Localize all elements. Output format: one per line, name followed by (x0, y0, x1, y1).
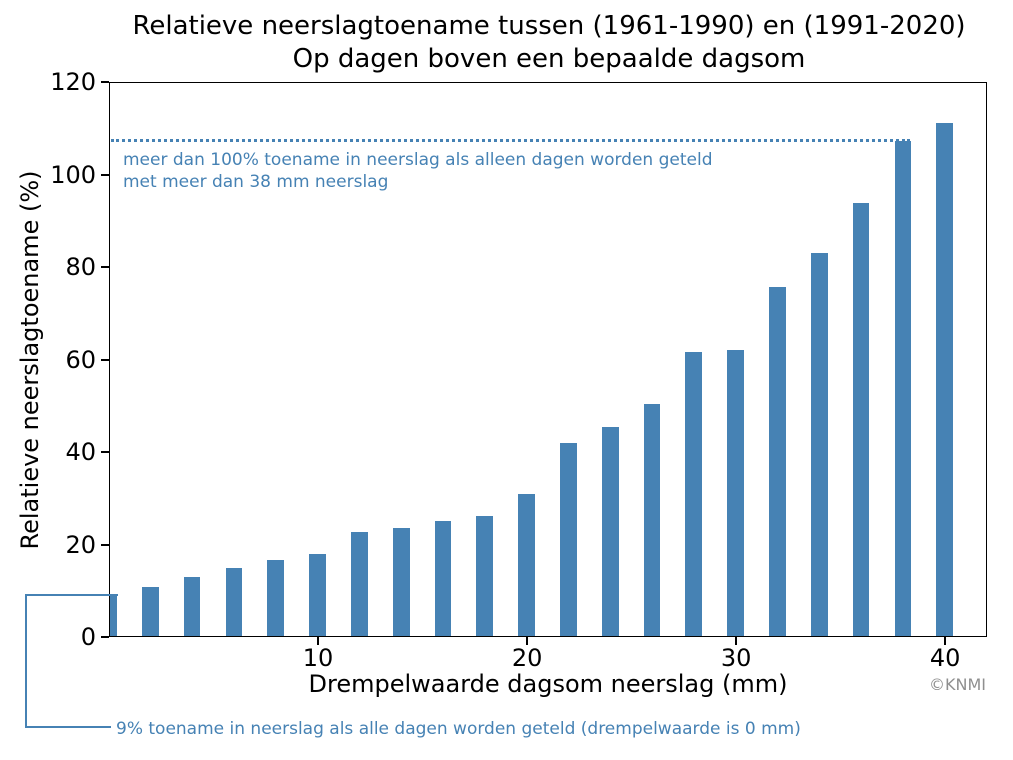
threshold-dotted-line (111, 139, 910, 143)
y-tick-label-0: 0 (80, 623, 96, 651)
y-tick-mark-80 (101, 266, 109, 268)
bar-30mm (727, 350, 744, 636)
x-tick-mark-20 (526, 637, 529, 645)
callout-bracket-bottom-line (25, 726, 111, 728)
chart-title-line2: Op dagen boven een bepaalde dagsom (292, 44, 806, 74)
x-tick-mark-30 (735, 637, 738, 645)
x-tick-label-20: 20 (511, 644, 543, 672)
bar-16mm (434, 521, 452, 636)
bar-12mm (350, 532, 368, 636)
bar-6mm (225, 568, 243, 636)
bar-24mm (601, 426, 619, 636)
y-tick-mark-0 (101, 636, 109, 638)
y-tick-mark-120 (101, 81, 109, 83)
bar-14mm (392, 528, 410, 636)
baseline-annotation: 9% toename in neerslag als alle dagen wo… (116, 719, 801, 739)
x-axis-label: Drempelwaarde dagsom neerslag (mm) (308, 670, 788, 698)
bar-34mm (810, 253, 828, 636)
bar-40mm (936, 122, 954, 636)
chart-title: Relatieve neerslagtoename tussen (1961-1… (0, 10, 1013, 76)
y-tick-label-60: 60 (65, 345, 96, 374)
knmi-credit: ©KNMI (929, 675, 986, 694)
threshold-annotation: meer dan 100% toename in neerslag als al… (123, 149, 713, 193)
bar-36mm (852, 202, 870, 636)
x-tick-label-30: 30 (720, 644, 752, 672)
bar-18mm (476, 515, 494, 636)
callout-bracket-vertical-line (25, 594, 27, 728)
x-tick-mark-10 (317, 637, 320, 645)
threshold-annotation-line2: met meer dan 38 mm neerslag (123, 172, 389, 193)
x-tick-mark-40 (944, 637, 947, 645)
y-tick-label-20: 20 (65, 530, 96, 559)
plot-area: meer dan 100% toename in neerslag als al… (109, 82, 987, 637)
bar-22mm (560, 442, 577, 636)
y-tick-label-100: 100 (50, 160, 96, 189)
bar-8mm (267, 560, 285, 636)
y-tick-mark-20 (101, 543, 109, 546)
bar-10mm (309, 553, 326, 636)
threshold-annotation-line1: meer dan 100% toename in neerslag als al… (123, 150, 713, 171)
y-tick-mark-40 (101, 451, 109, 453)
bar-28mm (685, 352, 703, 636)
bar-26mm (643, 403, 661, 636)
callout-bracket-top-line (25, 594, 118, 597)
bar-20mm (518, 493, 535, 636)
y-tick-label-40: 40 (65, 438, 96, 466)
y-tick-label-80: 80 (65, 253, 96, 281)
x-tick-label-40: 40 (929, 644, 961, 672)
bar-32mm (769, 287, 786, 636)
chart-title-line1: Relatieve neerslagtoename tussen (1961-1… (132, 11, 966, 41)
y-tick-mark-100 (101, 173, 109, 176)
y-tick-label-120: 120 (50, 68, 96, 96)
bar-2mm (141, 587, 159, 636)
y-tick-mark-60 (101, 358, 109, 361)
bar-38mm (894, 141, 912, 636)
x-tick-label-10: 10 (302, 644, 334, 672)
bar-0mm (110, 594, 117, 636)
bar-4mm (183, 577, 201, 636)
